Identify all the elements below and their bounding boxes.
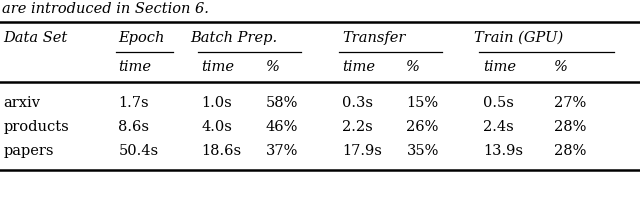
Text: Batch Prep.: Batch Prep. bbox=[190, 31, 277, 45]
Text: 50.4s: 50.4s bbox=[118, 144, 159, 158]
Text: 37%: 37% bbox=[266, 144, 298, 158]
Text: %: % bbox=[554, 60, 568, 74]
Text: 0.5s: 0.5s bbox=[483, 96, 514, 110]
Text: 17.9s: 17.9s bbox=[342, 144, 382, 158]
Text: 13.9s: 13.9s bbox=[483, 144, 524, 158]
Text: %: % bbox=[266, 60, 280, 74]
Text: 1.7s: 1.7s bbox=[118, 96, 149, 110]
Text: 1.0s: 1.0s bbox=[202, 96, 232, 110]
Text: 26%: 26% bbox=[406, 120, 439, 134]
Text: Epoch: Epoch bbox=[118, 31, 164, 45]
Text: 15%: 15% bbox=[406, 96, 438, 110]
Text: 28%: 28% bbox=[554, 144, 586, 158]
Text: 2.4s: 2.4s bbox=[483, 120, 514, 134]
Text: are introduced in Section 6.: are introduced in Section 6. bbox=[2, 2, 209, 16]
Text: products: products bbox=[3, 120, 69, 134]
Text: 2.2s: 2.2s bbox=[342, 120, 373, 134]
Text: time: time bbox=[483, 60, 516, 74]
Text: Data Set: Data Set bbox=[3, 31, 67, 45]
Text: 27%: 27% bbox=[554, 96, 586, 110]
Text: 4.0s: 4.0s bbox=[202, 120, 232, 134]
Text: 18.6s: 18.6s bbox=[202, 144, 242, 158]
Text: 35%: 35% bbox=[406, 144, 439, 158]
Text: time: time bbox=[118, 60, 152, 74]
Text: %: % bbox=[406, 60, 420, 74]
Text: Transfer: Transfer bbox=[342, 31, 406, 45]
Text: 28%: 28% bbox=[554, 120, 586, 134]
Text: papers: papers bbox=[3, 144, 54, 158]
Text: time: time bbox=[202, 60, 235, 74]
Text: Train (GPU): Train (GPU) bbox=[474, 31, 563, 45]
Text: time: time bbox=[342, 60, 376, 74]
Text: 8.6s: 8.6s bbox=[118, 120, 149, 134]
Text: arxiv: arxiv bbox=[3, 96, 40, 110]
Text: 58%: 58% bbox=[266, 96, 298, 110]
Text: 46%: 46% bbox=[266, 120, 298, 134]
Text: 0.3s: 0.3s bbox=[342, 96, 373, 110]
